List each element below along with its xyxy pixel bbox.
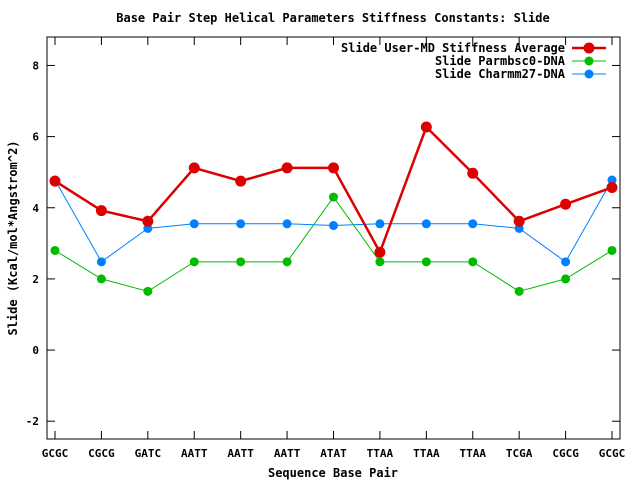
data-point [95,205,107,217]
x-tick-label: ATAT [320,447,347,460]
data-point [607,245,617,255]
x-tick-label: AATT [181,447,208,460]
data-point [282,257,292,267]
data-point [329,192,338,202]
data-point [420,121,432,133]
plot-area-frame [46,36,621,440]
y-tick-label: 8 [32,59,39,72]
series-3 [50,175,617,267]
series-line [54,196,613,292]
data-point [375,219,385,229]
y-tick-label: 2 [32,273,39,286]
series-1 [49,121,618,258]
data-point [468,219,478,229]
data-point [421,257,431,267]
x-tick-label: GATC [135,447,162,460]
legend-label: Slide Charmm27-DNA [435,67,566,81]
data-point [189,257,199,267]
y-tick-label: -2 [26,415,39,428]
data-point [607,175,617,185]
x-tick-label: TTAA [367,447,394,460]
series-line [54,124,613,256]
data-point [96,274,106,284]
x-tick-label: CGCG [88,447,115,460]
data-point [281,162,293,174]
data-point [561,274,571,284]
series-line [54,179,613,263]
x-tick-label: TTAA [460,447,487,460]
x-tick-label: GCGC [599,447,626,460]
data-point [421,219,431,229]
data-point [375,257,385,267]
data-point [468,257,478,267]
x-tick-label: GCGC [42,447,69,460]
data-point [374,246,386,258]
y-tick-label: 6 [32,131,39,144]
data-point [514,286,524,296]
x-tick-label: TTAA [413,447,440,460]
series-2 [50,192,617,296]
data-point [236,219,246,229]
legend-marker [584,56,594,66]
data-point [606,181,618,193]
x-tick-label: AATT [274,447,301,460]
x-tick-label: AATT [227,447,254,460]
data-point [561,257,571,267]
series-layer [49,121,618,296]
data-point [467,167,479,179]
data-point [235,175,247,187]
x-tick-label: TCGA [506,447,533,460]
y-tick-label: 0 [32,344,39,357]
data-point [513,215,525,227]
x-axis: GCGC CGCG GATC AATT AATT AATT ATAT TTAA TTAA TTAA… [42,37,626,460]
legend-label: Slide Parmbsc0-DNA [435,54,566,68]
data-point [49,175,61,187]
data-point [96,257,106,267]
data-point [329,221,338,231]
legend-marker [584,69,594,79]
data-point [143,286,153,296]
data-point [189,219,199,229]
y-axis: -2 0 2 4 6 8 [26,59,620,428]
legend-marker [583,42,595,54]
y-tick-label: 4 [32,202,39,215]
data-point [188,162,200,174]
data-point [142,215,154,227]
legend-label: Slide User-MD Stiffness Average [341,41,565,55]
data-point [282,219,292,229]
x-axis-label: Sequence Base Pair [268,466,398,480]
x-tick-label: CGCG [552,447,579,460]
data-point [236,257,246,267]
y-axis-label: Slide (Kcal/mol*Angstrom^2) [6,140,20,335]
data-point [50,245,60,255]
chart-title: Base Pair Step Helical Parameters Stiffn… [116,11,549,25]
data-point [560,198,572,210]
data-point [328,162,339,174]
